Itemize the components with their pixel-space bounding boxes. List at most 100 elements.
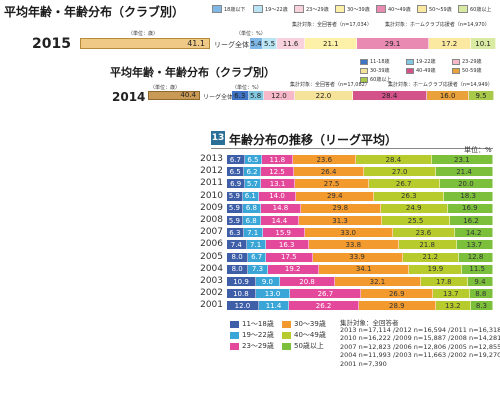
legend-label: 23-29歳 — [462, 59, 482, 65]
unit-age-2015: （単位：歳） — [128, 31, 159, 37]
section-rule — [211, 148, 493, 149]
bar-segment: 6.9 — [227, 179, 246, 189]
distribution-segment: 5.4 — [250, 38, 264, 49]
stacked-bar: 5.9 6.8 14.8 29.8 24.9 16.9 — [227, 203, 493, 213]
unit-pct-2015: （単位：%） — [236, 31, 266, 37]
legend-item: 30〜39歳 — [335, 5, 370, 13]
bar-segment: 14.4 — [260, 216, 299, 225]
survey-note: 2007 n=12,823 /2006 n=12,806 /2005 n=12,… — [340, 342, 500, 351]
distribution-segment: 21.1 — [305, 38, 358, 49]
bar-segment: 26.3 — [374, 191, 445, 201]
stacked-bar: 8.0 6.7 17.5 33.9 21.2 12.8 — [227, 252, 493, 262]
bar-segment: 21.8 — [398, 240, 457, 250]
legend-item: 23-29歳 — [452, 58, 482, 65]
legend-swatch — [406, 58, 414, 65]
bar-segment: 14.2 — [455, 228, 493, 238]
bar-segment: 33.9 — [312, 252, 403, 262]
bar-segment: 6.7 — [227, 155, 245, 164]
year-label: 2010 — [200, 190, 223, 201]
distribution-segment: 22.0 — [295, 91, 353, 100]
stacked-bar: 5.9 6.8 14.4 31.3 25.5 16.2 — [227, 216, 493, 225]
bar-segment: 27.0 — [364, 167, 437, 177]
bar-segment: 6.5 — [227, 167, 245, 177]
bar-segment: 29.4 — [296, 191, 375, 201]
bar-segment: 32.1 — [335, 277, 421, 286]
bar-segment: 12.5 — [260, 167, 295, 177]
bar-segment: 17.5 — [266, 252, 313, 262]
bar-segment: 29.8 — [300, 203, 381, 213]
title-2015: 平均年齢・年齢分布（クラブ別） — [4, 5, 185, 19]
legend-swatch — [212, 5, 222, 13]
bar-segment: 13.7 — [456, 240, 493, 250]
legend-swatch — [230, 331, 239, 339]
bar-segment: 9.4 — [467, 277, 493, 286]
legend-swatch — [406, 67, 414, 74]
legend-swatch — [335, 5, 345, 13]
legend-swatch — [282, 331, 291, 339]
stacked-bar: 6.9 5.7 13.1 27.5 26.7 20.0 — [227, 179, 493, 189]
legend-swatch — [360, 58, 368, 65]
year-2014: 2014 — [112, 90, 146, 104]
legend-label: 11-18歳 — [370, 59, 390, 65]
stacked-bar: 7.4 7.1 16.3 33.8 21.8 13.7 — [227, 240, 493, 250]
bar-segment: 13.1 — [260, 179, 296, 189]
bar-segment: 34.1 — [318, 264, 410, 274]
legend-item: 30〜39歳 — [282, 319, 326, 329]
distribution-segment: 16.0 — [427, 91, 470, 100]
bar-segment: 8.8 — [469, 289, 493, 299]
bar-segment: 5.9 — [227, 216, 243, 225]
legend-item: 50〜59歳 — [417, 5, 452, 13]
legend-2014: 11-18歳 19-22歳 23-29歳 30-39歳 40-49歳 50-59歳 60歳以… — [360, 58, 500, 83]
bar-segment: 28.4 — [356, 155, 432, 164]
legend-swatch — [376, 5, 386, 13]
bar-segment: 13.7 — [433, 289, 470, 299]
legend-item: 60歳以上 — [458, 5, 491, 13]
legend-swatch — [294, 5, 304, 13]
bar-segment: 13.0 — [255, 289, 291, 299]
legend-swatch — [230, 342, 239, 350]
stacked-bar: 5.9 6.1 14.0 29.4 26.3 18.3 — [227, 191, 493, 201]
year-label: 2005 — [200, 251, 223, 262]
bar-segment: 13.2 — [435, 301, 471, 311]
legend-item: 50歳以上 — [282, 341, 324, 351]
bar-segment: 16.9 — [447, 203, 493, 213]
legend-label: 18歳以下 — [224, 6, 246, 13]
legend-swatch — [253, 5, 263, 13]
bar-segment: 6.3 — [227, 228, 244, 238]
bar-segment: 20.0 — [439, 179, 493, 189]
bar-segment: 21.2 — [402, 252, 459, 262]
year-label: 2006 — [200, 239, 223, 250]
distribution-segment: 29.1 — [357, 38, 429, 49]
legend-item: 40〜49歳 — [376, 5, 411, 13]
survey-club-2015: 集計対象：ホームクラブ応援者（n=14,970） — [385, 22, 490, 28]
bar-segment: 24.9 — [380, 203, 448, 213]
bar-segment: 7.3 — [248, 264, 268, 274]
bar-segment: 10.8 — [227, 289, 256, 299]
legend-label: 19〜22歳 — [242, 331, 274, 339]
legend-swatch — [230, 320, 239, 328]
legend-item: 40-49歳 — [406, 67, 436, 74]
legend-item: 19〜22歳 — [253, 5, 288, 13]
bar-segment: 26.7 — [368, 179, 440, 189]
legend-label: 30-39歳 — [370, 68, 390, 74]
distribution-segment: 6.3 — [232, 91, 249, 100]
year-2015: 2015 — [32, 36, 71, 52]
bar-segment: 10.9 — [227, 277, 256, 286]
bar-segment: 33.8 — [308, 240, 399, 250]
legend-swatch — [452, 67, 460, 74]
year-label: 2003 — [200, 276, 223, 286]
year-label: 2001 — [200, 300, 223, 311]
bar-segment: 20.8 — [279, 277, 336, 286]
legend-label: 30〜39歳 — [294, 320, 326, 328]
legend-label: 60歳以上 — [470, 6, 492, 13]
bar-segment: 8.0 — [227, 264, 249, 274]
section-number: 13 — [211, 131, 225, 145]
legend-label: 11〜18歳 — [242, 320, 274, 328]
bar-segment: 9.0 — [255, 277, 280, 286]
year-label: 2009 — [200, 202, 223, 213]
legend-label: 40-49歳 — [416, 68, 436, 74]
league-label-2014: リーグ全体 — [203, 94, 234, 101]
legend-label: 40〜49歳 — [388, 6, 411, 13]
distribution-segment: 9.5 — [469, 91, 494, 100]
bar-segment: 6.8 — [242, 216, 261, 225]
